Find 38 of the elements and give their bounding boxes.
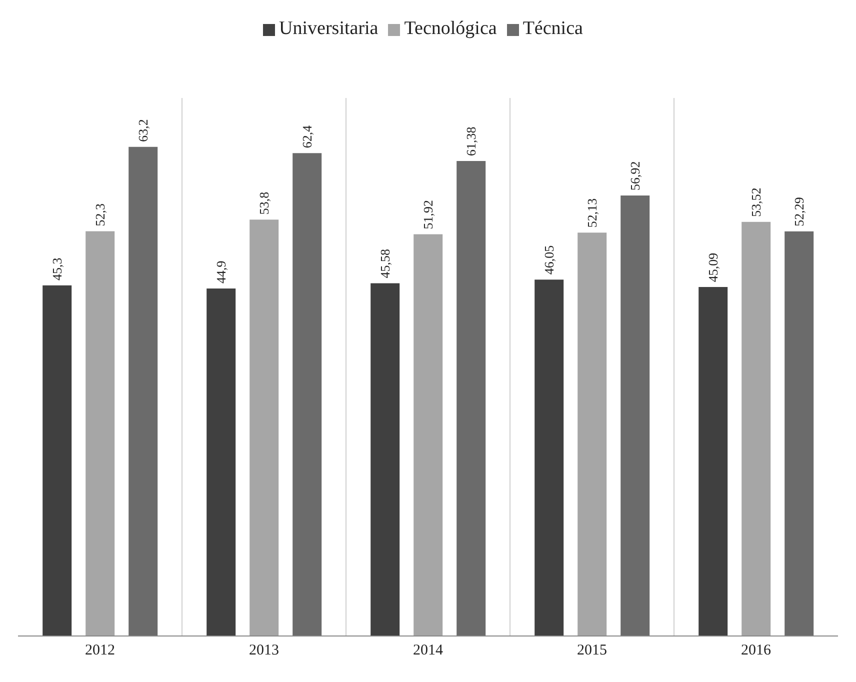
data-label: 63,2 — [136, 119, 151, 142]
bar — [742, 222, 771, 636]
bar — [370, 283, 400, 636]
data-label: 53,52 — [748, 188, 764, 217]
x-tick-label: 2012 — [85, 642, 115, 659]
x-tick-label: 2014 — [413, 642, 444, 659]
bar — [698, 287, 728, 636]
bar — [534, 280, 564, 636]
data-label: 62,4 — [300, 124, 315, 148]
bar — [784, 231, 814, 636]
x-tick-label: 2016 — [741, 642, 772, 659]
data-label: 61,38 — [464, 126, 479, 156]
data-label: 45,58 — [378, 249, 393, 278]
bar — [128, 146, 158, 636]
bar — [250, 220, 279, 636]
bar — [456, 160, 486, 636]
data-label: 45,09 — [706, 252, 721, 282]
data-label: 53,8 — [256, 192, 272, 215]
data-label: 52,29 — [792, 197, 807, 226]
data-label: 52,3 — [92, 204, 108, 226]
legend-label: Universitaria — [279, 18, 378, 39]
data-label: 56,92 — [628, 161, 643, 191]
legend-label: Técnica — [522, 18, 583, 39]
data-label: 52,13 — [584, 198, 600, 228]
x-tick-label: 2015 — [577, 642, 607, 659]
bar — [42, 285, 72, 636]
bar — [206, 288, 236, 636]
bar — [414, 234, 443, 636]
data-label: 45,3 — [50, 258, 65, 280]
bar — [292, 153, 322, 636]
data-label: 46,05 — [542, 245, 557, 275]
data-label: 51,92 — [420, 200, 436, 230]
data-label: 44,9 — [214, 260, 229, 284]
x-tick-label: 2013 — [249, 642, 279, 659]
legend-label: Tecnológica — [404, 18, 497, 39]
bar — [578, 232, 607, 636]
bar — [620, 196, 650, 636]
bar — [86, 231, 115, 636]
